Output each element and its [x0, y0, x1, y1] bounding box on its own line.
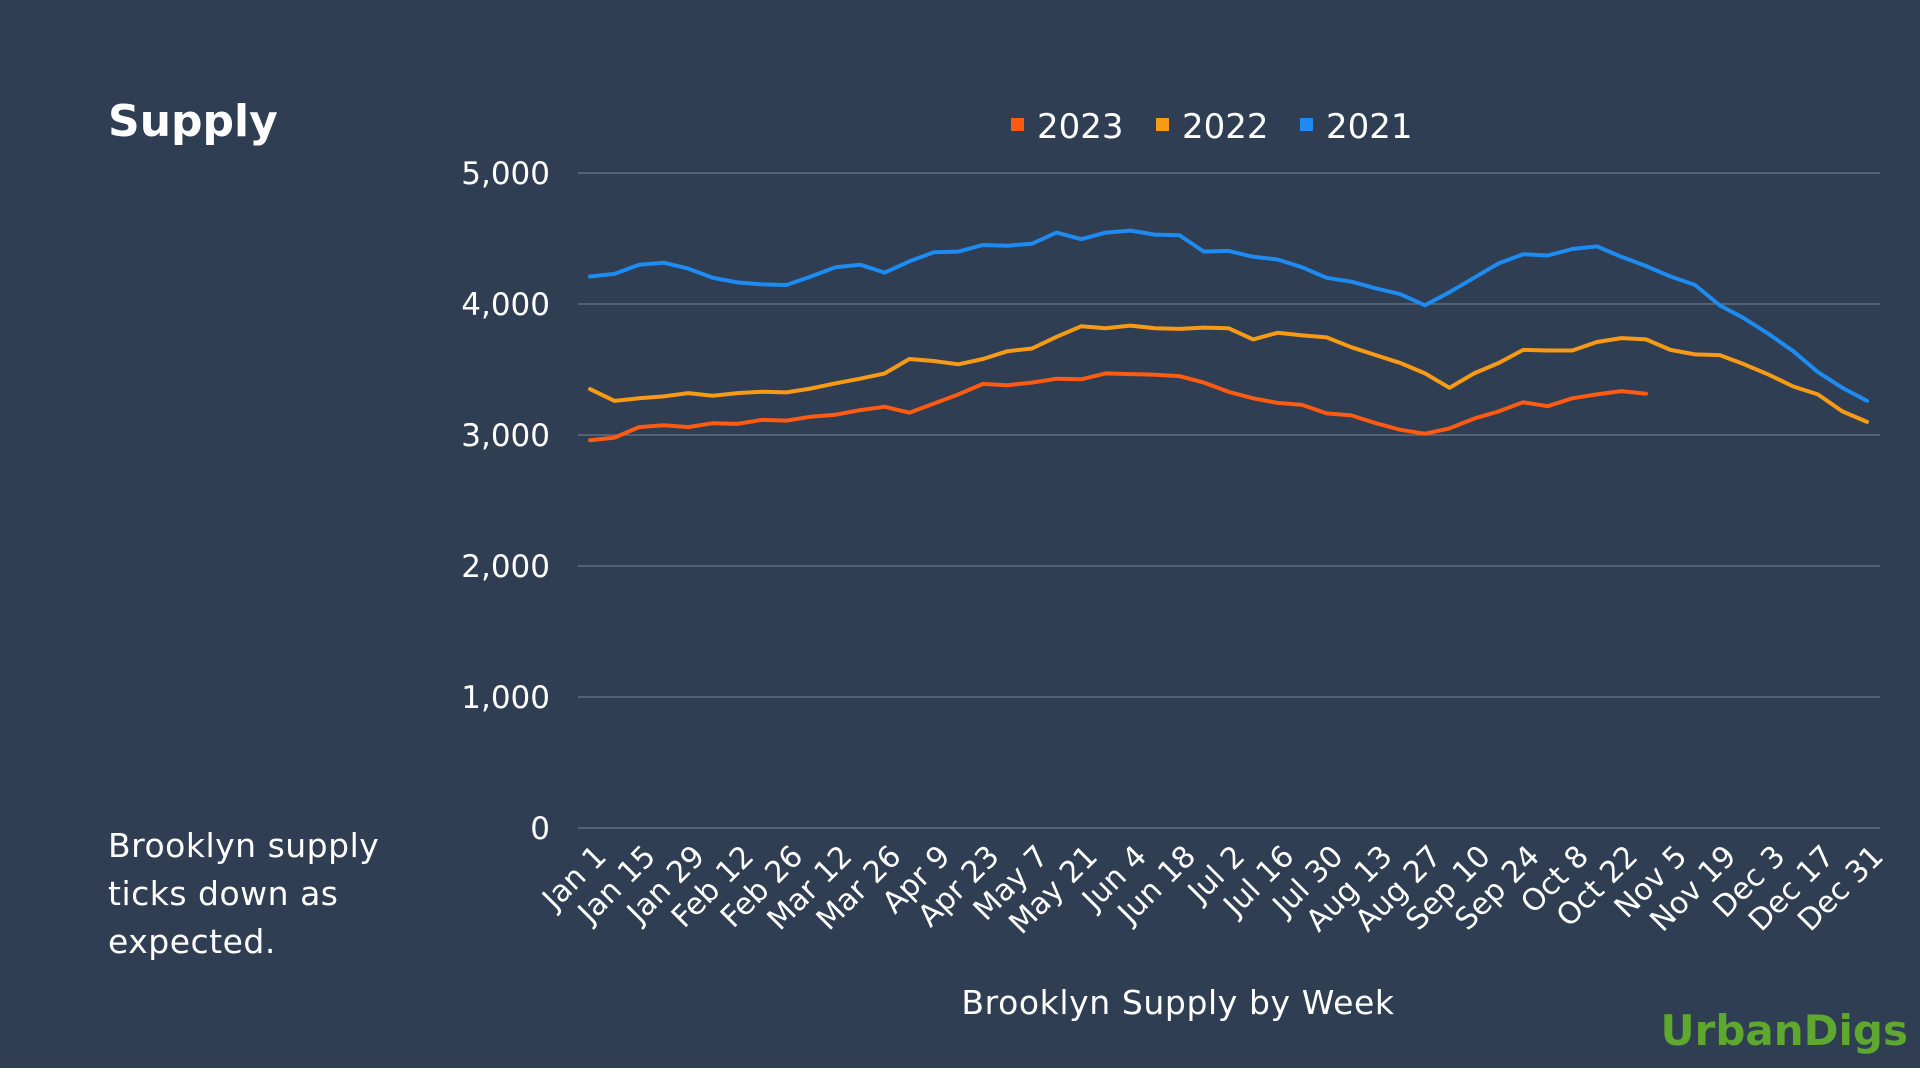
urbandigs-logo: UrbanDigs	[1660, 1006, 1908, 1055]
y-tick-label: 2,000	[461, 549, 550, 585]
caption-text: Brooklyn supply ticks down as expected.	[108, 826, 380, 961]
legend-swatch-2021	[1300, 118, 1313, 131]
legend-label-2022: 2022	[1182, 107, 1269, 147]
y-tick-label: 0	[530, 811, 550, 847]
x-axis-title: Brooklyn Supply by Week	[961, 983, 1394, 1022]
legend-label-2023: 2023	[1037, 107, 1124, 147]
slide-title: Supply	[108, 96, 278, 147]
legend-swatch-2023	[1011, 118, 1024, 131]
y-tick-label: 4,000	[461, 287, 550, 323]
legend-swatch-2022	[1156, 118, 1169, 131]
y-tick-label: 5,000	[461, 156, 550, 192]
series-line-2021	[588, 228, 1869, 403]
legend-label-2021: 2021	[1326, 107, 1413, 147]
y-axis-tick-labels: 0 1,000 2,000 3,000 4,000 5,000	[461, 156, 550, 847]
legend: 2023 2022 2021	[1011, 107, 1413, 147]
series-line-2023	[588, 371, 1648, 443]
bottom-border	[0, 1068, 1920, 1079]
series-lines	[588, 228, 1869, 443]
y-tick-label: 1,000	[461, 680, 550, 716]
series-line-2022	[588, 323, 1869, 424]
gridlines	[578, 172, 1880, 829]
y-tick-label: 3,000	[461, 418, 550, 454]
